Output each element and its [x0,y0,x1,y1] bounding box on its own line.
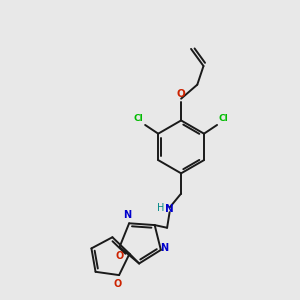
Text: O: O [113,279,122,289]
Text: Cl: Cl [219,114,228,123]
Text: O: O [177,89,185,99]
Text: H: H [157,202,164,212]
Text: N: N [124,210,132,220]
Text: N: N [160,243,169,254]
Text: O: O [116,251,124,261]
Text: Cl: Cl [134,114,144,123]
Text: N: N [165,204,174,214]
